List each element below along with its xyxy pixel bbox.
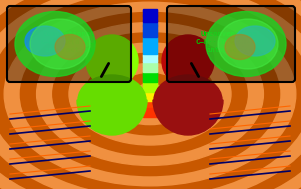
Bar bbox=[143, 105, 157, 107]
Bar bbox=[143, 60, 157, 62]
Text: Conventional
C–H···π(aryl)
interaction: Conventional C–H···π(aryl) interaction bbox=[41, 30, 98, 53]
Bar bbox=[143, 88, 157, 91]
Bar bbox=[143, 107, 157, 109]
Bar bbox=[143, 97, 157, 99]
Bar bbox=[143, 102, 157, 104]
FancyBboxPatch shape bbox=[7, 6, 131, 82]
Bar bbox=[143, 23, 157, 26]
Bar bbox=[143, 35, 157, 37]
Bar bbox=[143, 92, 157, 94]
Text: Unconventional
C–H···π(chelate)
interaction: Unconventional C–H···π(chelate) interact… bbox=[196, 30, 266, 53]
Ellipse shape bbox=[20, 12, 280, 176]
FancyArrowPatch shape bbox=[191, 64, 199, 77]
Bar bbox=[143, 12, 157, 14]
Bar bbox=[143, 13, 157, 16]
Bar bbox=[143, 20, 157, 22]
Bar bbox=[143, 90, 157, 92]
Wedge shape bbox=[153, 100, 223, 135]
Bar bbox=[143, 40, 157, 42]
Ellipse shape bbox=[25, 26, 65, 56]
Bar bbox=[143, 94, 157, 96]
Wedge shape bbox=[77, 100, 147, 135]
Bar bbox=[143, 108, 157, 117]
Ellipse shape bbox=[55, 35, 85, 60]
Bar bbox=[143, 43, 157, 46]
Bar bbox=[143, 72, 157, 74]
Bar bbox=[143, 87, 157, 89]
Bar bbox=[143, 98, 157, 101]
Ellipse shape bbox=[30, 19, 90, 69]
Bar bbox=[143, 85, 157, 87]
Bar bbox=[143, 9, 157, 11]
Bar bbox=[143, 55, 157, 57]
Bar bbox=[143, 100, 157, 102]
Bar bbox=[143, 15, 157, 17]
Bar bbox=[143, 75, 157, 77]
Bar bbox=[143, 65, 157, 67]
Ellipse shape bbox=[118, 74, 182, 114]
Bar bbox=[143, 64, 157, 66]
Bar bbox=[143, 59, 157, 61]
Ellipse shape bbox=[218, 19, 278, 69]
Ellipse shape bbox=[101, 63, 199, 125]
Bar bbox=[143, 17, 157, 19]
Bar bbox=[143, 70, 157, 72]
Bar bbox=[143, 32, 157, 34]
Bar bbox=[143, 84, 157, 86]
Bar bbox=[143, 25, 157, 27]
Ellipse shape bbox=[154, 75, 222, 125]
Ellipse shape bbox=[69, 43, 231, 145]
Circle shape bbox=[162, 35, 214, 87]
Bar bbox=[143, 50, 157, 52]
Bar bbox=[143, 77, 157, 79]
Bar bbox=[143, 33, 157, 36]
Bar bbox=[143, 74, 157, 76]
Ellipse shape bbox=[78, 75, 146, 125]
Bar bbox=[143, 39, 157, 41]
Ellipse shape bbox=[53, 33, 247, 155]
Bar bbox=[143, 67, 157, 69]
Bar bbox=[143, 47, 157, 49]
Circle shape bbox=[86, 35, 138, 87]
Bar bbox=[143, 52, 157, 54]
Bar bbox=[143, 22, 157, 24]
Ellipse shape bbox=[206, 12, 286, 77]
Ellipse shape bbox=[15, 12, 95, 77]
Bar bbox=[143, 95, 157, 97]
Bar bbox=[143, 57, 157, 59]
Bar bbox=[143, 29, 157, 31]
Bar bbox=[143, 42, 157, 44]
Ellipse shape bbox=[134, 84, 166, 104]
Bar bbox=[143, 30, 157, 32]
Bar bbox=[143, 53, 157, 56]
Bar bbox=[143, 80, 157, 82]
Bar bbox=[143, 68, 157, 71]
FancyBboxPatch shape bbox=[167, 6, 295, 82]
Bar bbox=[143, 62, 157, 64]
Bar bbox=[143, 27, 157, 29]
Ellipse shape bbox=[85, 53, 215, 135]
Bar bbox=[143, 82, 157, 84]
Ellipse shape bbox=[225, 35, 255, 60]
Bar bbox=[143, 10, 157, 12]
FancyArrowPatch shape bbox=[101, 64, 109, 77]
Bar bbox=[143, 37, 157, 39]
